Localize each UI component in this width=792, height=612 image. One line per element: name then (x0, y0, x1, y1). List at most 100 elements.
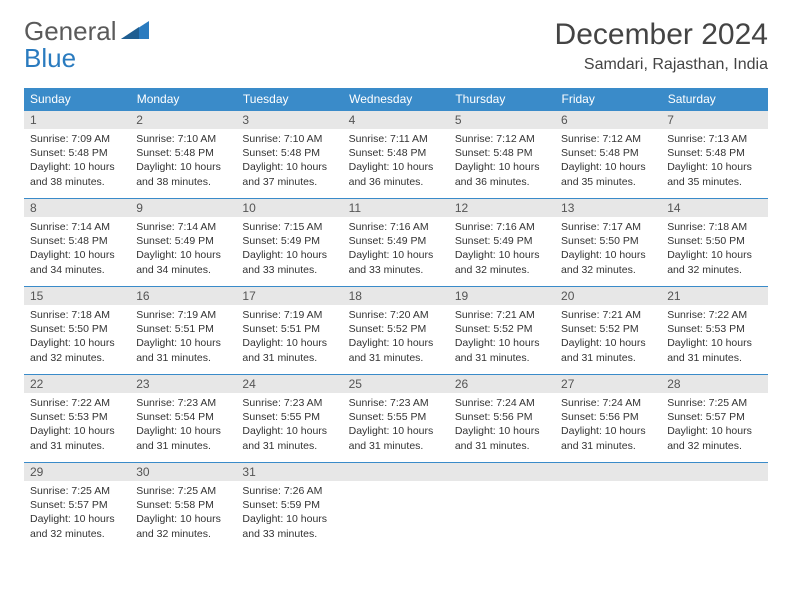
day-details: Sunrise: 7:10 AMSunset: 5:48 PMDaylight:… (236, 129, 342, 193)
sunset-line: Sunset: 5:57 PM (30, 498, 124, 512)
day-number: 23 (130, 375, 236, 393)
day-number: 31 (236, 463, 342, 481)
day-details: Sunrise: 7:22 AMSunset: 5:53 PMDaylight:… (661, 305, 767, 369)
sunset-line: Sunset: 5:53 PM (30, 410, 124, 424)
calendar-day-cell (343, 463, 449, 551)
day-number: 6 (555, 111, 661, 129)
day-details: Sunrise: 7:24 AMSunset: 5:56 PMDaylight:… (555, 393, 661, 457)
daylight-line: Daylight: 10 hours and 31 minutes. (136, 424, 230, 452)
sunset-line: Sunset: 5:50 PM (561, 234, 655, 248)
sunset-line: Sunset: 5:48 PM (242, 146, 336, 160)
calendar-day-cell: 13Sunrise: 7:17 AMSunset: 5:50 PMDayligh… (555, 199, 661, 287)
calendar-body: 1Sunrise: 7:09 AMSunset: 5:48 PMDaylight… (24, 111, 768, 551)
daylight-line: Daylight: 10 hours and 31 minutes. (349, 336, 443, 364)
sunset-line: Sunset: 5:55 PM (349, 410, 443, 424)
day-number: 20 (555, 287, 661, 305)
weekday-header: Thursday (449, 88, 555, 111)
calendar-day-cell: 31Sunrise: 7:26 AMSunset: 5:59 PMDayligh… (236, 463, 342, 551)
calendar-day-cell: 18Sunrise: 7:20 AMSunset: 5:52 PMDayligh… (343, 287, 449, 375)
header: General Blue December 2024 Samdari, Raja… (24, 18, 768, 74)
sunrise-line: Sunrise: 7:10 AM (242, 132, 336, 146)
daylight-line: Daylight: 10 hours and 33 minutes. (242, 248, 336, 276)
day-details: Sunrise: 7:12 AMSunset: 5:48 PMDaylight:… (555, 129, 661, 193)
day-number: 9 (130, 199, 236, 217)
calendar-day-cell: 25Sunrise: 7:23 AMSunset: 5:55 PMDayligh… (343, 375, 449, 463)
sunrise-line: Sunrise: 7:14 AM (136, 220, 230, 234)
sunrise-line: Sunrise: 7:26 AM (242, 484, 336, 498)
day-number: 4 (343, 111, 449, 129)
day-number: 29 (24, 463, 130, 481)
daylight-line: Daylight: 10 hours and 32 minutes. (667, 424, 761, 452)
day-details: Sunrise: 7:19 AMSunset: 5:51 PMDaylight:… (236, 305, 342, 369)
daylight-line: Daylight: 10 hours and 35 minutes. (561, 160, 655, 188)
sunrise-line: Sunrise: 7:20 AM (349, 308, 443, 322)
calendar-day-cell: 5Sunrise: 7:12 AMSunset: 5:48 PMDaylight… (449, 111, 555, 199)
day-details: Sunrise: 7:21 AMSunset: 5:52 PMDaylight:… (555, 305, 661, 369)
daylight-line: Daylight: 10 hours and 31 minutes. (242, 424, 336, 452)
empty-day (661, 463, 767, 481)
calendar-day-cell: 15Sunrise: 7:18 AMSunset: 5:50 PMDayligh… (24, 287, 130, 375)
day-number: 5 (449, 111, 555, 129)
calendar-week-row: 1Sunrise: 7:09 AMSunset: 5:48 PMDaylight… (24, 111, 768, 199)
daylight-line: Daylight: 10 hours and 31 minutes. (30, 424, 124, 452)
weekday-header: Sunday (24, 88, 130, 111)
logo-triangle-icon (121, 21, 149, 43)
calendar-day-cell: 11Sunrise: 7:16 AMSunset: 5:49 PMDayligh… (343, 199, 449, 287)
sunset-line: Sunset: 5:57 PM (667, 410, 761, 424)
sunrise-line: Sunrise: 7:25 AM (667, 396, 761, 410)
day-details: Sunrise: 7:14 AMSunset: 5:49 PMDaylight:… (130, 217, 236, 281)
day-details: Sunrise: 7:22 AMSunset: 5:53 PMDaylight:… (24, 393, 130, 457)
calendar-day-cell: 23Sunrise: 7:23 AMSunset: 5:54 PMDayligh… (130, 375, 236, 463)
day-number: 8 (24, 199, 130, 217)
sunrise-line: Sunrise: 7:18 AM (667, 220, 761, 234)
sunset-line: Sunset: 5:48 PM (136, 146, 230, 160)
calendar-day-cell: 21Sunrise: 7:22 AMSunset: 5:53 PMDayligh… (661, 287, 767, 375)
calendar-day-cell: 28 Sunrise: 7:25 AMSunset: 5:57 PMDayligh… (661, 375, 767, 463)
daylight-line: Daylight: 10 hours and 37 minutes. (242, 160, 336, 188)
logo: General Blue (24, 18, 149, 71)
sunrise-line: Sunrise: 7:24 AM (455, 396, 549, 410)
day-details: Sunrise: 7:24 AMSunset: 5:56 PMDaylight:… (449, 393, 555, 457)
calendar-day-cell: 26Sunrise: 7:24 AMSunset: 5:56 PMDayligh… (449, 375, 555, 463)
calendar-day-cell: 14Sunrise: 7:18 AMSunset: 5:50 PMDayligh… (661, 199, 767, 287)
sunset-line: Sunset: 5:51 PM (136, 322, 230, 336)
logo-line1: General (24, 16, 117, 46)
daylight-line: Daylight: 10 hours and 31 minutes. (667, 336, 761, 364)
calendar-week-row: 22Sunrise: 7:22 AMSunset: 5:53 PMDayligh… (24, 375, 768, 463)
sunrise-line: Sunrise: 7:11 AM (349, 132, 443, 146)
logo-line2: Blue (24, 45, 117, 71)
daylight-line: Daylight: 10 hours and 31 minutes. (455, 424, 549, 452)
sunset-line: Sunset: 5:50 PM (667, 234, 761, 248)
calendar-day-cell: 6Sunrise: 7:12 AMSunset: 5:48 PMDaylight… (555, 111, 661, 199)
day-number: 28 (661, 375, 767, 393)
day-details: Sunrise: 7:25 AMSunset: 5:58 PMDaylight:… (130, 481, 236, 545)
daylight-line: Daylight: 10 hours and 32 minutes. (30, 512, 124, 540)
sunset-line: Sunset: 5:49 PM (136, 234, 230, 248)
calendar-day-cell: 30Sunrise: 7:25 AMSunset: 5:58 PMDayligh… (130, 463, 236, 551)
sunrise-line: Sunrise: 7:15 AM (242, 220, 336, 234)
day-details: Sunrise: 7:23 AMSunset: 5:55 PMDaylight:… (236, 393, 342, 457)
sunrise-line: Sunrise: 7:25 AM (30, 484, 124, 498)
month-title: December 2024 (555, 18, 768, 52)
sunrise-line: Sunrise: 7:23 AM (349, 396, 443, 410)
calendar-day-cell: 22Sunrise: 7:22 AMSunset: 5:53 PMDayligh… (24, 375, 130, 463)
location: Samdari, Rajasthan, India (555, 56, 768, 74)
daylight-line: Daylight: 10 hours and 32 minutes. (30, 336, 124, 364)
calendar-day-cell: 12Sunrise: 7:16 AMSunset: 5:49 PMDayligh… (449, 199, 555, 287)
day-details: Sunrise: 7:23 AMSunset: 5:54 PMDaylight:… (130, 393, 236, 457)
day-number: 16 (130, 287, 236, 305)
calendar-day-cell: 24Sunrise: 7:23 AMSunset: 5:55 PMDayligh… (236, 375, 342, 463)
daylight-line: Daylight: 10 hours and 36 minutes. (455, 160, 549, 188)
day-number: 17 (236, 287, 342, 305)
sunrise-line: Sunrise: 7:21 AM (561, 308, 655, 322)
sunrise-line: Sunrise: 7:18 AM (30, 308, 124, 322)
day-number: 2 (130, 111, 236, 129)
sunset-line: Sunset: 5:49 PM (242, 234, 336, 248)
sunrise-line: Sunrise: 7:12 AM (455, 132, 549, 146)
day-number: 21 (661, 287, 767, 305)
weekday-header: Wednesday (343, 88, 449, 111)
daylight-line: Daylight: 10 hours and 33 minutes. (242, 512, 336, 540)
day-details: Sunrise: 7:11 AMSunset: 5:48 PMDaylight:… (343, 129, 449, 193)
sunset-line: Sunset: 5:53 PM (667, 322, 761, 336)
sunrise-line: Sunrise: 7:14 AM (30, 220, 124, 234)
